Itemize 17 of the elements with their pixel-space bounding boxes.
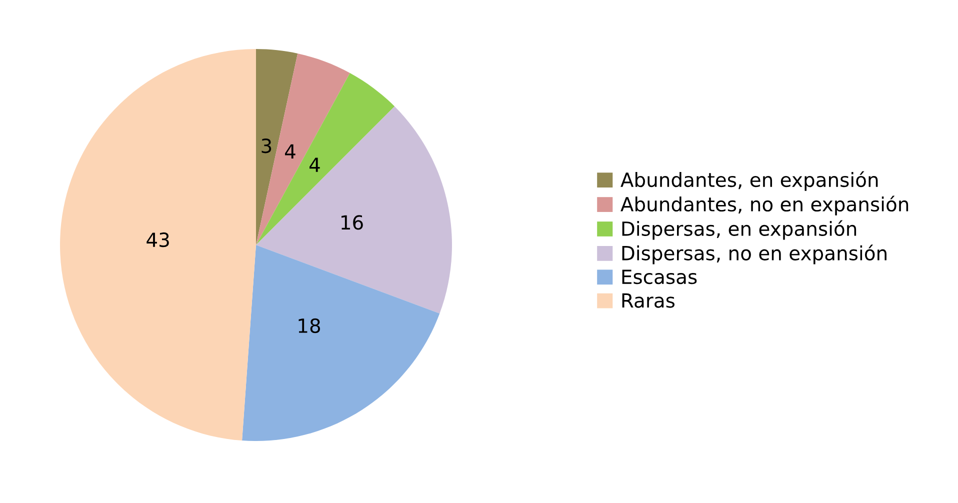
- pie-slice: [256, 106, 452, 314]
- data-label: 18: [298, 318, 320, 334]
- pie-slice: [256, 49, 298, 245]
- legend-label: Dispersas, no en expansión: [622, 244, 886, 264]
- legend-label: Abundantes, en expansión: [620, 171, 878, 191]
- data-label: 4: [309, 158, 320, 172]
- data-label: 16: [342, 215, 363, 230]
- legend-label: Abundantes, no en expansión: [620, 196, 908, 216]
- legend-label: Dispersas, en expansión: [622, 220, 856, 240]
- data-label: 4: [285, 144, 296, 159]
- data-label: 3: [262, 138, 272, 154]
- pie-slice: [256, 72, 395, 245]
- legend-label: Escasas: [622, 270, 697, 284]
- data-label: 43: [146, 232, 169, 248]
- pie-slice: [60, 49, 256, 440]
- pie-slice: [242, 245, 440, 441]
- legend-label: Raras: [622, 293, 675, 308]
